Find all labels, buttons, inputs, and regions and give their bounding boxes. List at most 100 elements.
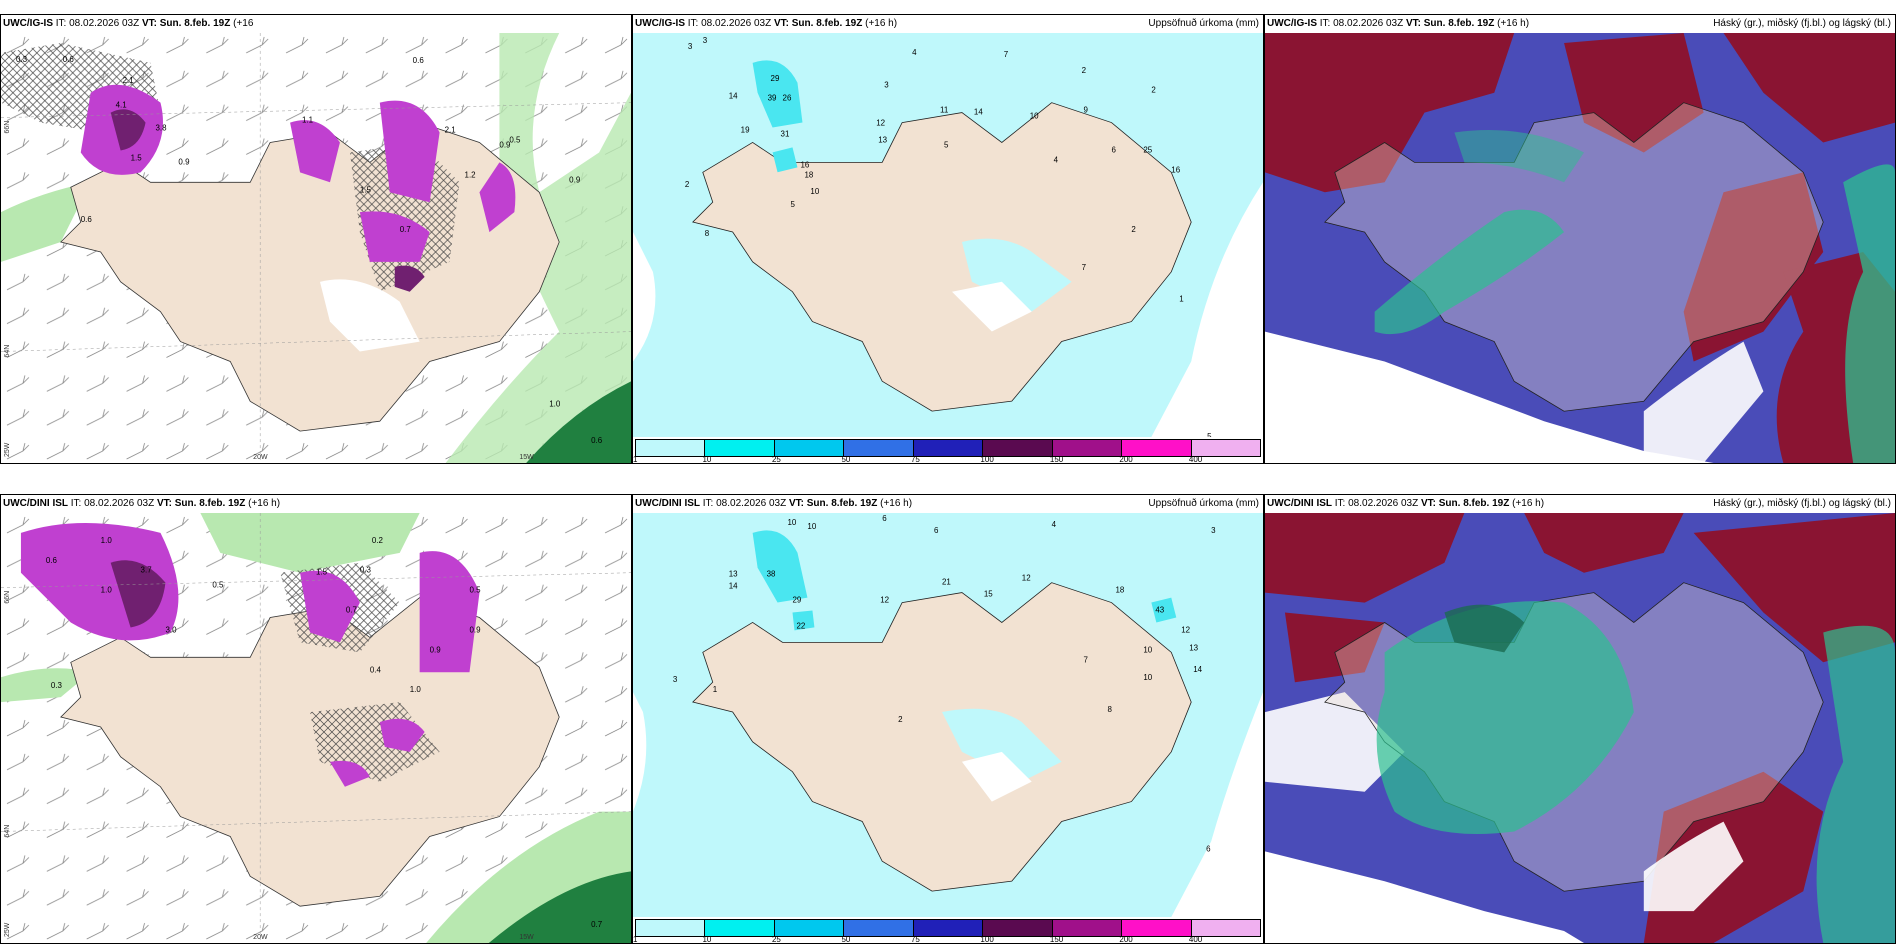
model-name: UWC/IG-IS — [3, 18, 53, 29]
colorbar-cell — [1122, 440, 1192, 456]
value-label: 19 — [741, 126, 750, 135]
colorbar-cell — [913, 920, 984, 936]
value-label: 2.1 — [445, 126, 457, 135]
value-label: 10 — [1030, 112, 1039, 121]
lon-label: 25W — [4, 922, 11, 937]
map-svg: 3 3 4 7 2 2 3 14 29 39 26 31 19 18 16 10… — [633, 33, 1263, 437]
colorbar-cell — [1191, 440, 1260, 456]
value-label: 1.2 — [465, 170, 477, 179]
panel-top-middle: UWC/IG-IS IT: 08.02.2026 03Z VT: Sun. 8.… — [632, 14, 1264, 464]
valid-time: Sun. 8.feb. 19Z — [174, 498, 246, 509]
value-label: 1.5 — [131, 153, 143, 162]
value-label: 13 — [729, 570, 738, 579]
colorbar-tick: 200 — [1119, 455, 1133, 464]
panel-title: UWC/DINI ISL IT: 08.02.2026 03Z VT: Sun.… — [1, 495, 631, 513]
colorbar-ticks: 1 10 25 50 75 100 150 200 400 — [633, 455, 1261, 464]
colorbar-cell — [1052, 440, 1123, 456]
value-label: 0.6 — [413, 56, 425, 65]
value-label: 12 — [1022, 574, 1031, 583]
value-label: 14 — [1193, 665, 1202, 674]
field-title: Uppsöfnuð úrkoma (mm) — [1148, 498, 1259, 509]
colorbar-tick: 50 — [841, 935, 851, 944]
value-label: 39 — [768, 94, 777, 103]
colorbar-cell — [844, 440, 914, 456]
model-name: UWC/IG-IS — [635, 18, 685, 29]
lat-label: 64N — [4, 825, 11, 838]
value-label: 18 — [1115, 586, 1124, 595]
value-label: 1.5 — [360, 185, 372, 194]
map-svg — [1265, 513, 1895, 943]
value-label: 43 — [1155, 606, 1164, 615]
colorbar-tick: 100 — [980, 935, 994, 944]
value-label: 2 — [1151, 86, 1156, 95]
colorbar-cell — [983, 440, 1053, 456]
panel-title: UWC/DINI ISL IT: 08.02.2026 03Z VT: Sun.… — [1265, 495, 1895, 513]
value-label: 7 — [1082, 263, 1087, 272]
value-label: 0.9 — [470, 625, 482, 634]
value-label: 0.3 — [51, 681, 63, 690]
value-label: 1.1 — [302, 116, 314, 125]
value-label: 7 — [1084, 655, 1089, 664]
value-label: 29 — [771, 74, 780, 83]
value-label: 0.6 — [81, 215, 93, 224]
value-label: 3 — [673, 675, 678, 684]
lon-label: 15W — [519, 454, 534, 461]
model-name: UWC/IG-IS — [1267, 18, 1317, 29]
value-label: 1.0 — [101, 586, 113, 595]
value-label: 3.8 — [156, 124, 168, 133]
value-label: 2 — [1131, 225, 1136, 234]
colorbar-tick: 25 — [771, 935, 781, 944]
init-time: IT: 08.02.2026 03Z — [1319, 18, 1404, 29]
value-label: 2 — [1082, 66, 1087, 75]
value-label: 0.7 — [591, 920, 603, 929]
panel-title: UWC/DINI ISL IT: 08.02.2026 03Z VT: Sun.… — [633, 495, 1263, 513]
colorbar-cell — [774, 440, 845, 456]
map-svg: 1.0 0.6 3.7 1.0 3.0 0.5 0.2 1.5 0.7 0.9 … — [1, 513, 631, 943]
value-label: 26 — [783, 94, 792, 103]
colorbar-ticks: 1 10 25 50 75 100 150 200 400 — [633, 935, 1261, 944]
field-title: Háský (gr.), miðský (fj.bl.) og lágský (… — [1713, 18, 1891, 29]
value-label: 2.1 — [123, 76, 135, 85]
colorbar-tick: 50 — [841, 455, 851, 464]
colorbar-tick: 10 — [702, 455, 712, 464]
value-label: 10 — [788, 518, 797, 527]
map-cloud-cover — [1265, 513, 1895, 943]
value-label: 5 — [791, 200, 796, 209]
map-snow-precip: 1.0 0.6 3.7 1.0 3.0 0.5 0.2 1.5 0.7 0.9 … — [1, 513, 631, 943]
colorbar-tick: 100 — [980, 455, 994, 464]
valid-time: Sun. 8.feb. 19Z — [159, 18, 231, 29]
value-label: 0.6 — [591, 436, 603, 445]
valid-time: Sun. 8.feb. 19Z — [1438, 498, 1510, 509]
colorbar-cell — [636, 920, 706, 936]
colorbar-cell — [1191, 920, 1260, 936]
value-label: 6 — [882, 514, 887, 523]
colorbar-cell — [844, 920, 914, 936]
lat-label: 64N — [4, 345, 11, 358]
lon-label: 20W — [253, 934, 268, 941]
valid-label: VT: — [156, 498, 172, 509]
lead-time: (+16 h) — [880, 498, 913, 509]
value-label: 16 — [1171, 165, 1180, 174]
value-label: 0.4 — [370, 665, 382, 674]
colorbar-tick: 1 — [633, 455, 638, 464]
field-title: Háský (gr.), miðský (fj.bl.) og lágský (… — [1713, 498, 1891, 509]
value-label: 0.3 — [16, 55, 28, 64]
panel-title: UWC/IG-IS IT: 08.02.2026 03Z VT: Sun. 8.… — [1, 15, 631, 33]
value-label: 1 — [713, 685, 718, 694]
value-label: 0.6 — [63, 55, 75, 64]
value-label: 0.7 — [346, 606, 358, 615]
colorbar-tick: 150 — [1049, 455, 1064, 464]
lead-time: (+16 h) — [1497, 18, 1530, 29]
value-label: 14 — [729, 582, 738, 591]
colorbar: 1 10 25 50 75 100 150 200 400 — [633, 437, 1263, 463]
value-label: 4.1 — [116, 101, 128, 110]
map-svg: 10 10 6 6 4 3 13 14 38 29 22 12 21 15 12… — [633, 513, 1263, 917]
colorbar-cell — [913, 440, 984, 456]
model-name: UWC/DINI ISL — [3, 498, 68, 509]
value-label: 16 — [800, 160, 809, 169]
value-label: 5 — [1207, 432, 1212, 437]
lat-label: 66N — [4, 591, 11, 604]
value-label: 0.9 — [430, 645, 442, 654]
colorbar-cell — [705, 440, 775, 456]
map-snow-precip: 0.3 0.6 2.1 4.1 3.8 1.5 0.9 0.6 1.1 1.5 … — [1, 33, 631, 463]
